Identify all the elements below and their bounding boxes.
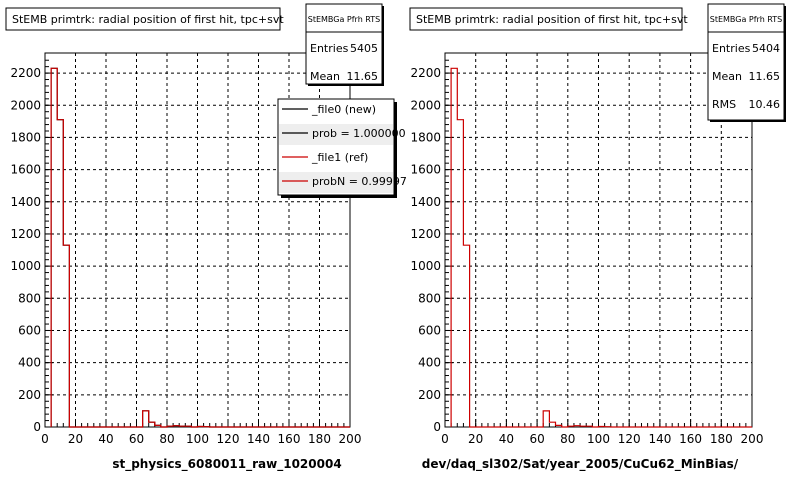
x-tick-label: 0: [41, 432, 49, 446]
x-tick-label: 140: [648, 432, 671, 446]
stats-value: 11.65: [347, 70, 379, 83]
y-tick-label: 2200: [410, 66, 441, 80]
chart-title: StEMB primtrk: radial position of first …: [416, 13, 688, 26]
y-tick-label: 1800: [410, 130, 441, 144]
stats-name: StEMBGa Pfrh RTS: [710, 15, 783, 24]
legend-row-shade: [279, 172, 393, 193]
x-tick-label: 160: [679, 432, 702, 446]
x-tick-label: 60: [129, 432, 144, 446]
y-tick-label: 1000: [10, 259, 41, 273]
y-tick-label: 1200: [10, 227, 41, 241]
y-tick-label: 400: [418, 356, 441, 370]
x-tick-label: 80: [560, 432, 575, 446]
stats-value: 10.46: [749, 98, 781, 111]
stats-label: Mean: [310, 70, 340, 83]
x-tick-label: 100: [186, 432, 209, 446]
y-tick-label: 2000: [410, 98, 441, 112]
y-tick-label: 1600: [410, 163, 441, 177]
x-tick-label: 200: [741, 432, 764, 446]
y-tick-label: 0: [433, 420, 441, 434]
y-tick-label: 200: [418, 388, 441, 402]
y-tick-label: 0: [33, 420, 41, 434]
x-tick-label: 180: [710, 432, 733, 446]
stats-label: Entries: [712, 42, 751, 55]
x-axis-label: st_physics_6080011_raw_1020004: [112, 457, 341, 472]
x-tick-label: 20: [468, 432, 483, 446]
x-tick-label: 120: [217, 432, 240, 446]
y-tick-label: 1400: [10, 195, 41, 209]
x-tick-label: 0: [441, 432, 449, 446]
stats-value: 11.65: [749, 70, 781, 83]
stats-name: StEMBGa Pfrh RTS: [308, 15, 381, 24]
y-tick-label: 2000: [10, 98, 41, 112]
x-tick-label: 120: [618, 432, 641, 446]
y-tick-label: 400: [18, 356, 41, 370]
stats-label: Mean: [712, 70, 742, 83]
legend-row-shade: [279, 124, 393, 145]
stats-value: 5404: [752, 42, 780, 55]
x-tick-label: 40: [499, 432, 514, 446]
y-tick-label: 600: [418, 323, 441, 337]
chart-title: StEMB primtrk: radial position of first …: [12, 13, 284, 26]
x-tick-label: 140: [247, 432, 270, 446]
y-tick-label: 1400: [410, 195, 441, 209]
x-tick-label: 40: [98, 432, 113, 446]
x-tick-label: 160: [278, 432, 301, 446]
y-tick-label: 200: [18, 388, 41, 402]
right-histogram-panel: 0 20 40 60 80 100 120 140 160 180 2000200400600800…: [409, 3, 786, 472]
x-tick-label: 80: [159, 432, 174, 446]
stats-label: RMS: [712, 98, 736, 111]
title-box: [409, 7, 683, 31]
y-tick-label: 2200: [10, 66, 41, 80]
x-tick-label: 180: [308, 432, 331, 446]
y-tick-label: 1600: [10, 163, 41, 177]
legend-label: _file0 (new): [311, 103, 376, 116]
x-axis-label: dev/daq_sl302/Sat/year_2005/CuCu62_MinBi…: [422, 457, 739, 472]
y-tick-label: 800: [18, 291, 41, 305]
y-tick-label: 1800: [10, 130, 41, 144]
x-tick-label: 60: [529, 432, 544, 446]
histogram-series-line: [450, 67, 752, 428]
y-tick-label: 600: [18, 323, 41, 337]
legend-label: probN = 0.99997: [312, 175, 407, 188]
x-tick-label: 100: [587, 432, 610, 446]
x-tick-label: 20: [68, 432, 83, 446]
stats-value: 5405: [350, 42, 378, 55]
histogram-series-line: [50, 67, 350, 428]
y-tick-label: 1000: [410, 259, 441, 273]
stats-box: [707, 3, 785, 121]
stats-label: Entries: [310, 42, 349, 55]
legend-label: _file1 (ref): [311, 151, 368, 164]
stats-box: [305, 3, 383, 85]
y-tick-label: 800: [418, 291, 441, 305]
left-histogram-panel: 0 20 40 60 80 100 120 140 160 180 2000200400600800…: [5, 3, 407, 472]
x-tick-label: 200: [339, 432, 362, 446]
y-tick-label: 1200: [410, 227, 441, 241]
title-box: [5, 7, 281, 31]
legend-label: prob = 1.000000: [312, 127, 406, 140]
